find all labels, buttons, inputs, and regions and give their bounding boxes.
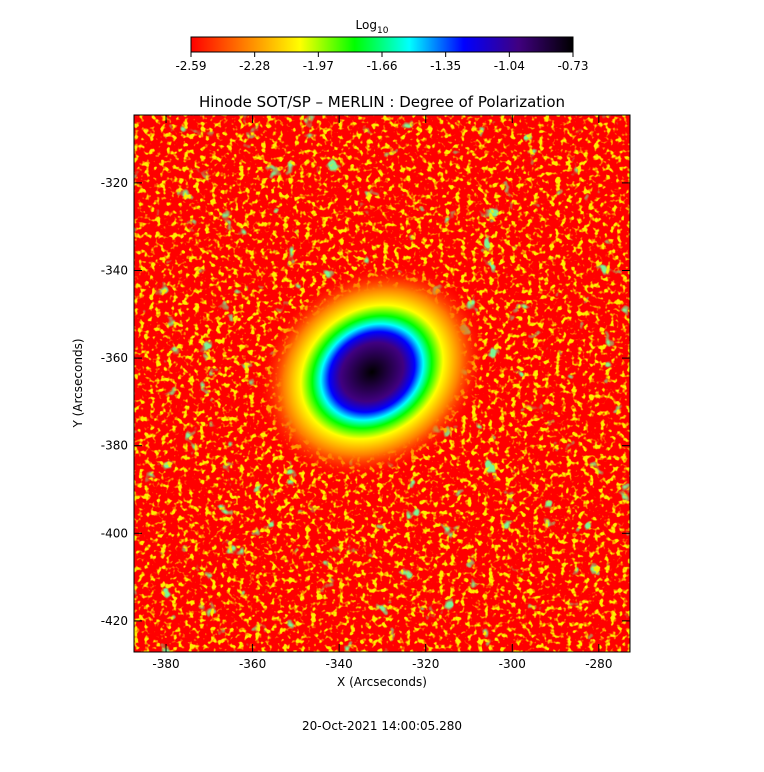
colorbar-tick-label: -1.04 xyxy=(494,59,525,73)
plot-frame xyxy=(133,114,631,653)
sunspot xyxy=(229,238,515,506)
colorbar-tick-label: -1.66 xyxy=(366,59,397,73)
image-area xyxy=(134,115,630,652)
footer: 20-Oct-2021 14:00:05.280 xyxy=(302,719,462,733)
y-tick-label: -340 xyxy=(101,263,128,277)
x-axis-label: X (Arcseconds) xyxy=(337,675,427,689)
y-tick-label: -320 xyxy=(101,176,128,190)
colorbar-label: Log10 xyxy=(356,18,389,36)
y-tick-label: -360 xyxy=(101,351,128,365)
x-tick-label: -340 xyxy=(326,657,353,671)
colorbar-tick-label: -0.73 xyxy=(557,59,588,73)
x-tick-label: -360 xyxy=(239,657,266,671)
x-tick-label: -380 xyxy=(152,657,179,671)
colorbar-tick-label: -2.28 xyxy=(239,59,270,73)
y-axis-label: Y (Arcseconds) xyxy=(71,338,85,428)
chart-title: Hinode SOT/SP – MERLIN : Degree of Polar… xyxy=(199,93,565,111)
y-tick-label: -400 xyxy=(101,526,128,540)
x-tick-label: -280 xyxy=(585,657,612,671)
x-tick-label: -320 xyxy=(412,657,439,671)
colorbar-tick-label: -1.35 xyxy=(430,59,461,73)
colorbar-tick-label: -2.59 xyxy=(175,59,206,73)
x-tick-label: -300 xyxy=(499,657,526,671)
y-tick-label: -380 xyxy=(101,439,128,453)
colorbar-tick-label: -1.97 xyxy=(303,59,334,73)
colorbar xyxy=(190,36,574,53)
y-tick-label: -420 xyxy=(101,614,128,628)
